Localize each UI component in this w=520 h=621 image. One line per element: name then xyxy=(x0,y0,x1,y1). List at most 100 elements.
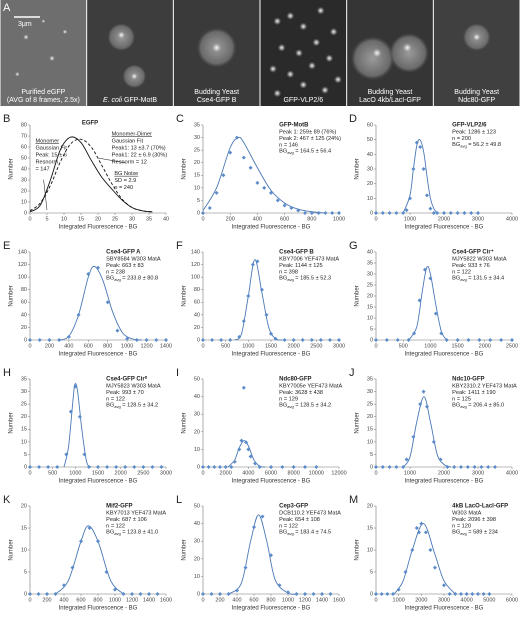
data-point xyxy=(76,312,81,317)
data-point xyxy=(228,150,233,155)
data-point xyxy=(28,338,32,342)
annotation-text: = 128.5 ± 34.2 xyxy=(121,403,158,409)
data-point xyxy=(403,570,408,574)
data-point xyxy=(414,140,419,145)
chart-title: Cse4-GFP Cir⁰ xyxy=(106,376,148,383)
data-point xyxy=(228,338,233,342)
annotation: Peak 2: 467 ± 125 (24%) xyxy=(279,136,341,142)
x-tick-label: 200 xyxy=(42,597,51,603)
x-tick-label: 10 xyxy=(61,216,67,222)
data-point xyxy=(455,211,460,215)
data-point xyxy=(300,338,305,342)
data-point xyxy=(428,206,433,211)
data-point xyxy=(309,338,314,342)
y-tick-label: 80 xyxy=(194,287,200,293)
y-tick-label: 0 xyxy=(370,464,373,470)
annotation-text: = 56.2 ± 49.8 xyxy=(467,142,501,148)
data-point xyxy=(277,583,282,588)
y-tick-label: 35 xyxy=(21,376,27,382)
annotation: BGavg = 123.8 ± 41.0 xyxy=(106,530,158,536)
data-point xyxy=(374,465,378,469)
y-tick-label: 5 xyxy=(370,569,373,575)
data-point xyxy=(87,526,92,530)
x-tick-label: 1000 xyxy=(404,470,416,476)
annotation: = 147 xyxy=(35,166,49,172)
annotation-subscript: avg xyxy=(460,531,466,536)
fit-curve xyxy=(55,525,124,595)
x-tick-label: 400 xyxy=(232,597,241,603)
data-point xyxy=(70,565,75,570)
annotation: KBY7006 YEF473 MatA xyxy=(279,256,339,262)
y-tick-label: 10 xyxy=(194,185,200,191)
x-tick-label: 2500 xyxy=(506,343,518,349)
y-tick-label: 10 xyxy=(21,547,27,553)
y-tick-label: 60 xyxy=(367,122,373,128)
y-tick-label: 15 xyxy=(367,427,373,433)
data-point xyxy=(164,338,168,342)
chart-title: Cse4-GFP B xyxy=(279,250,314,256)
data-point xyxy=(105,300,110,305)
data-point xyxy=(421,167,426,171)
x-tick-label: 30 xyxy=(129,216,135,222)
annotation: BGavg = 164.5 ± 56.4 xyxy=(279,149,331,155)
data-point xyxy=(469,211,474,215)
y-tick-label: 140 xyxy=(191,249,200,255)
annotation-subscript: avg xyxy=(287,150,293,155)
x-tick-label: 1500 xyxy=(451,343,463,349)
data-point xyxy=(262,185,267,190)
x-tick-label: 1600 xyxy=(333,597,345,603)
fluorescent-spot xyxy=(273,17,282,26)
x-tick-label: 1200 xyxy=(140,343,152,349)
panel-label: H xyxy=(3,367,11,379)
annotation: n = 122 xyxy=(106,523,125,529)
annotation-text: BG xyxy=(452,530,460,536)
fluorescent-spot xyxy=(286,70,295,79)
y-tick-label: 30 xyxy=(21,177,27,183)
annotation: KBY2310.2 YEF473 MatA xyxy=(452,383,517,389)
annotation: Resnorm xyxy=(35,159,58,165)
annotation-subscript: avg xyxy=(460,277,466,282)
y-tick-label: 30 xyxy=(367,271,373,277)
data-point xyxy=(282,338,287,342)
annotation: n = 122 xyxy=(279,523,298,529)
annotation: BGavg = 56.2 ± 49.8 xyxy=(452,142,501,148)
y-tick-label: 60 xyxy=(194,300,200,306)
data-point xyxy=(387,211,392,215)
data-point xyxy=(144,338,149,342)
panel-label: B xyxy=(3,113,10,125)
fluorescent-spot xyxy=(269,64,277,73)
data-point xyxy=(121,592,126,596)
fluorescent-spot xyxy=(472,33,481,42)
x-tick-label: 800 xyxy=(266,597,275,603)
y-axis-label: Number xyxy=(355,412,361,433)
y-tick-label: 0 xyxy=(24,591,27,597)
y-tick-label: 0 xyxy=(24,210,27,216)
annotation-text: = 128.5 ± 34.2 xyxy=(294,403,331,409)
y-tick-label: 40 xyxy=(194,521,200,527)
x-tick-label: 500 xyxy=(221,343,230,349)
chart-title: 4kB LacO-LacI-GFP xyxy=(452,504,508,510)
data-point xyxy=(396,587,401,592)
fluorescent-spot xyxy=(277,43,286,52)
annotation: BGavg = 183.4 ± 74.5 xyxy=(279,530,331,536)
annotation-subscript: avg xyxy=(114,277,120,282)
data-point xyxy=(453,592,458,596)
y-tick-label: 100 xyxy=(18,275,27,281)
data-point xyxy=(320,592,324,596)
data-point xyxy=(510,338,514,342)
data-point xyxy=(417,530,422,535)
y-tick-label: 70 xyxy=(21,133,27,139)
x-tick-label: 3000 xyxy=(160,470,172,476)
x-tick-label: 600 xyxy=(76,597,85,603)
y-tick-label: 5 xyxy=(24,569,27,575)
data-point xyxy=(486,465,491,469)
fit-curve xyxy=(408,265,448,341)
data-point xyxy=(64,452,69,457)
x-tick-label: 1500 xyxy=(92,470,104,476)
data-point xyxy=(433,311,438,316)
annotation: Resnorm = 12 xyxy=(112,159,147,165)
data-point xyxy=(57,338,62,342)
x-tick-label: 1000 xyxy=(121,343,133,349)
y-tick-label: 30 xyxy=(367,389,373,395)
y-tick-label: 40 xyxy=(367,152,373,158)
